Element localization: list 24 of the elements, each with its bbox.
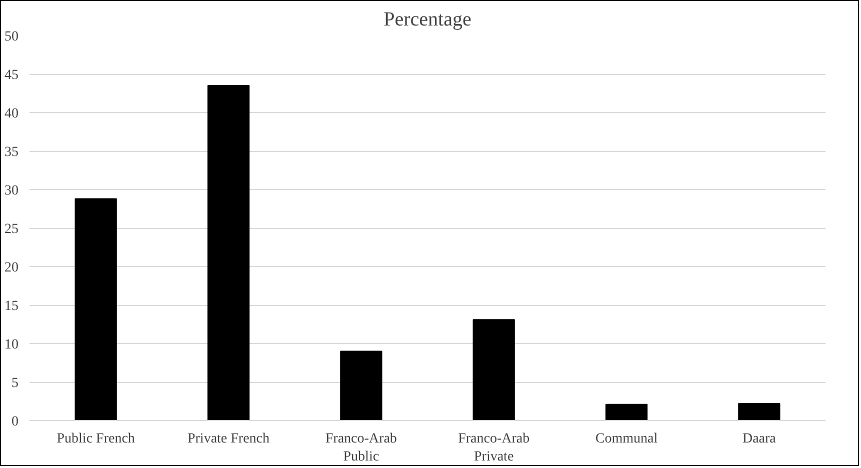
x-tick-label: Daara [742,432,777,446]
bar [472,319,515,420]
y-tick-label: 30 [4,184,18,198]
x-tick-label: Franco-Arab Public [325,432,397,464]
x-tick-label: Franco-Arab Private [458,432,530,464]
y-tick-label: 5 [12,376,18,391]
x-tick-label: Public French [56,432,135,446]
y-tick-label: 10 [4,338,18,352]
y-tick-label: 45 [4,68,18,83]
bar [340,350,382,420]
chart-title: Percentage [384,8,472,30]
y-tick-label: 40 [4,106,18,122]
x-tick-label: Private French [187,432,270,446]
y-tick-label: 0 [12,414,18,430]
bar [605,404,648,420]
bar [738,403,780,420]
y-tick-label: 20 [4,260,18,276]
bar [74,198,117,420]
y-tick-label: 15 [4,299,18,314]
y-tick-label: 25 [4,222,18,237]
bar [207,85,250,420]
y-tick-label: 50 [4,30,18,44]
x-tick-label: Communal [595,432,658,446]
y-tick-label: 35 [4,145,18,160]
